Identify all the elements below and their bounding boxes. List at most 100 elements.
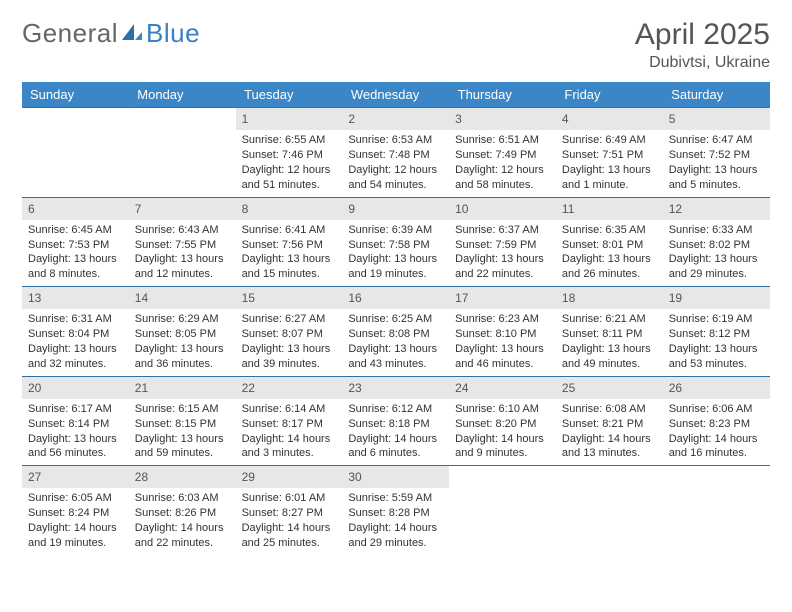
day-line: and 12 minutes. <box>135 267 230 282</box>
day-line: Sunrise: 6:51 AM <box>455 133 550 148</box>
calendar-cell: 13Sunrise: 6:31 AMSunset: 8:04 PMDayligh… <box>22 287 129 377</box>
calendar-cell: 5Sunrise: 6:47 AMSunset: 7:52 PMDaylight… <box>663 108 770 198</box>
day-line: and 46 minutes. <box>455 357 550 372</box>
day-line: Sunrise: 6:35 AM <box>562 223 657 238</box>
day-line: Sunrise: 6:39 AM <box>348 223 443 238</box>
calendar-table: Sunday Monday Tuesday Wednesday Thursday… <box>22 82 770 555</box>
day-line: and 22 minutes. <box>135 536 230 551</box>
day-content: Sunrise: 6:14 AMSunset: 8:17 PMDaylight:… <box>236 399 343 465</box>
day-line: Daylight: 14 hours <box>348 432 443 447</box>
day-line: Sunset: 8:07 PM <box>242 327 337 342</box>
day-line: and 19 minutes. <box>348 267 443 282</box>
weekday-header: Thursday <box>449 82 556 108</box>
day-number: 16 <box>342 287 449 309</box>
day-number: 24 <box>449 377 556 399</box>
day-number: 3 <box>449 108 556 130</box>
calendar-cell: .. <box>663 466 770 555</box>
day-line: and 29 minutes. <box>348 536 443 551</box>
day-line: and 1 minute. <box>562 178 657 193</box>
day-number: 26 <box>663 377 770 399</box>
day-content: Sunrise: 6:25 AMSunset: 8:08 PMDaylight:… <box>342 309 449 375</box>
day-content: Sunrise: 6:06 AMSunset: 8:23 PMDaylight:… <box>663 399 770 465</box>
day-content: Sunrise: 6:21 AMSunset: 8:11 PMDaylight:… <box>556 309 663 375</box>
day-line: Sunrise: 6:33 AM <box>669 223 764 238</box>
day-content: Sunrise: 6:39 AMSunset: 7:58 PMDaylight:… <box>342 220 449 286</box>
calendar-cell: .. <box>556 466 663 555</box>
day-line: Sunset: 8:24 PM <box>28 506 123 521</box>
calendar-cell: 12Sunrise: 6:33 AMSunset: 8:02 PMDayligh… <box>663 197 770 287</box>
day-number: 9 <box>342 198 449 220</box>
calendar-cell: .. <box>129 108 236 198</box>
weekday-header: Friday <box>556 82 663 108</box>
calendar-cell: 28Sunrise: 6:03 AMSunset: 8:26 PMDayligh… <box>129 466 236 555</box>
calendar-cell: 19Sunrise: 6:19 AMSunset: 8:12 PMDayligh… <box>663 287 770 377</box>
day-content: Sunrise: 6:43 AMSunset: 7:55 PMDaylight:… <box>129 220 236 286</box>
logo-sail-icon <box>118 18 146 49</box>
title-block: April 2025 Dubivtsi, Ukraine <box>635 18 770 72</box>
day-number: 27 <box>22 466 129 488</box>
day-line: Daylight: 14 hours <box>669 432 764 447</box>
day-content: Sunrise: 6:41 AMSunset: 7:56 PMDaylight:… <box>236 220 343 286</box>
day-line: Daylight: 13 hours <box>135 252 230 267</box>
weekday-header: Saturday <box>663 82 770 108</box>
day-line: Daylight: 12 hours <box>348 163 443 178</box>
day-line: and 53 minutes. <box>669 357 764 372</box>
day-line: Sunset: 8:15 PM <box>135 417 230 432</box>
day-line: Daylight: 14 hours <box>242 521 337 536</box>
calendar-cell: 21Sunrise: 6:15 AMSunset: 8:15 PMDayligh… <box>129 376 236 466</box>
day-line: Sunrise: 6:29 AM <box>135 312 230 327</box>
calendar-cell: .. <box>22 108 129 198</box>
day-line: Sunset: 8:12 PM <box>669 327 764 342</box>
calendar-cell: 30Sunrise: 5:59 AMSunset: 8:28 PMDayligh… <box>342 466 449 555</box>
calendar-cell: 2Sunrise: 6:53 AMSunset: 7:48 PMDaylight… <box>342 108 449 198</box>
day-number: 2 <box>342 108 449 130</box>
day-line: Daylight: 14 hours <box>348 521 443 536</box>
day-content: Sunrise: 6:55 AMSunset: 7:46 PMDaylight:… <box>236 130 343 196</box>
day-line: Daylight: 13 hours <box>669 252 764 267</box>
day-line: Daylight: 13 hours <box>135 342 230 357</box>
day-line: Daylight: 14 hours <box>135 521 230 536</box>
day-line: Sunset: 8:11 PM <box>562 327 657 342</box>
day-line: Daylight: 13 hours <box>455 342 550 357</box>
day-line: Sunset: 8:18 PM <box>348 417 443 432</box>
day-line: Sunrise: 6:08 AM <box>562 402 657 417</box>
calendar-cell: 3Sunrise: 6:51 AMSunset: 7:49 PMDaylight… <box>449 108 556 198</box>
weekday-header: Tuesday <box>236 82 343 108</box>
calendar-cell: 29Sunrise: 6:01 AMSunset: 8:27 PMDayligh… <box>236 466 343 555</box>
day-number: 15 <box>236 287 343 309</box>
day-line: Sunset: 7:59 PM <box>455 238 550 253</box>
day-number: 25 <box>556 377 663 399</box>
day-number: 23 <box>342 377 449 399</box>
day-line: Daylight: 13 hours <box>242 342 337 357</box>
day-line: Sunset: 8:02 PM <box>669 238 764 253</box>
day-line: and 43 minutes. <box>348 357 443 372</box>
day-line: and 22 minutes. <box>455 267 550 282</box>
day-line: Daylight: 14 hours <box>455 432 550 447</box>
day-line: and 51 minutes. <box>242 178 337 193</box>
day-line: Sunrise: 6:05 AM <box>28 491 123 506</box>
day-number: 7 <box>129 198 236 220</box>
day-line: Daylight: 13 hours <box>455 252 550 267</box>
day-content: Sunrise: 6:27 AMSunset: 8:07 PMDaylight:… <box>236 309 343 375</box>
day-line: and 8 minutes. <box>28 267 123 282</box>
day-line: Sunset: 8:26 PM <box>135 506 230 521</box>
calendar-cell: 24Sunrise: 6:10 AMSunset: 8:20 PMDayligh… <box>449 376 556 466</box>
day-content: Sunrise: 6:31 AMSunset: 8:04 PMDaylight:… <box>22 309 129 375</box>
day-line: Sunset: 8:17 PM <box>242 417 337 432</box>
day-line: Sunset: 7:46 PM <box>242 148 337 163</box>
day-line: Sunset: 8:23 PM <box>669 417 764 432</box>
day-line: Sunrise: 6:25 AM <box>348 312 443 327</box>
day-content: Sunrise: 6:45 AMSunset: 7:53 PMDaylight:… <box>22 220 129 286</box>
page-header: General Blue April 2025 Dubivtsi, Ukrain… <box>22 18 770 72</box>
day-number: 5 <box>663 108 770 130</box>
calendar-page: General Blue April 2025 Dubivtsi, Ukrain… <box>0 0 792 573</box>
day-line: Daylight: 13 hours <box>562 163 657 178</box>
day-number: 28 <box>129 466 236 488</box>
day-line: Sunrise: 5:59 AM <box>348 491 443 506</box>
day-line: Sunrise: 6:43 AM <box>135 223 230 238</box>
calendar-row: 20Sunrise: 6:17 AMSunset: 8:14 PMDayligh… <box>22 376 770 466</box>
day-line: Sunrise: 6:15 AM <box>135 402 230 417</box>
day-line: and 32 minutes. <box>28 357 123 372</box>
day-line: and 9 minutes. <box>455 446 550 461</box>
day-line: Daylight: 13 hours <box>135 432 230 447</box>
